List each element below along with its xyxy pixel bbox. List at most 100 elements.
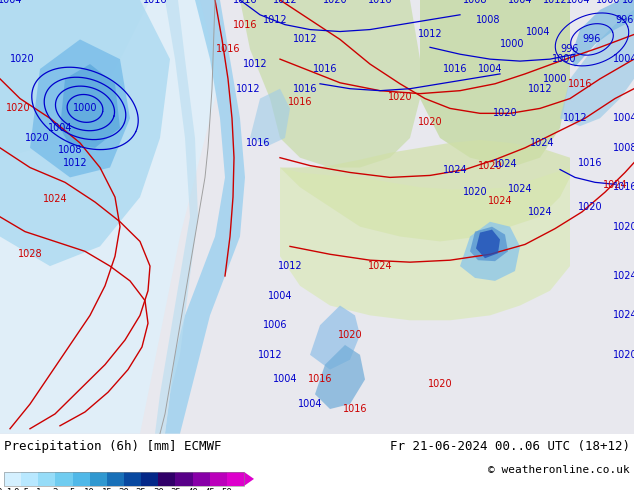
- Text: 996: 996: [583, 34, 601, 45]
- Text: 1024: 1024: [612, 271, 634, 281]
- Text: 1016: 1016: [288, 98, 313, 107]
- Text: 1024: 1024: [368, 261, 392, 271]
- Text: 1: 1: [36, 488, 41, 490]
- Text: 1004: 1004: [526, 26, 550, 37]
- Polygon shape: [460, 222, 520, 281]
- Text: 1028: 1028: [18, 249, 42, 259]
- Text: 1016: 1016: [246, 138, 270, 148]
- Text: 1012: 1012: [262, 15, 287, 24]
- Text: 1012: 1012: [63, 158, 87, 168]
- Text: 1004: 1004: [48, 123, 72, 133]
- Bar: [55, 472, 72, 486]
- Polygon shape: [420, 0, 570, 168]
- Text: 1016: 1016: [443, 64, 467, 74]
- Text: 1016: 1016: [578, 158, 602, 168]
- Polygon shape: [470, 227, 508, 261]
- Polygon shape: [244, 472, 254, 486]
- Text: 1020: 1020: [578, 202, 602, 212]
- Text: 1024: 1024: [529, 138, 554, 148]
- Text: 0.5: 0.5: [13, 488, 29, 490]
- Text: 40: 40: [187, 488, 198, 490]
- Polygon shape: [280, 140, 570, 242]
- Text: 1012: 1012: [273, 0, 297, 5]
- Text: 1016: 1016: [307, 374, 332, 385]
- Polygon shape: [250, 89, 290, 146]
- Bar: [90, 472, 107, 486]
- Text: © weatheronline.co.uk: © weatheronline.co.uk: [488, 465, 630, 475]
- Text: 10: 10: [84, 488, 95, 490]
- Polygon shape: [310, 306, 360, 369]
- Text: 1004: 1004: [508, 0, 533, 5]
- Text: 996: 996: [616, 15, 634, 24]
- Bar: [227, 472, 244, 486]
- Bar: [124, 472, 141, 486]
- Text: 25: 25: [136, 488, 146, 490]
- Bar: [210, 472, 227, 486]
- Text: 1024: 1024: [42, 194, 67, 204]
- Text: 1000: 1000: [543, 74, 567, 84]
- Text: 1024: 1024: [493, 159, 517, 169]
- Text: 1000: 1000: [622, 0, 634, 5]
- Text: 1020: 1020: [338, 330, 362, 340]
- Text: 1000: 1000: [596, 0, 620, 5]
- Text: 1020: 1020: [477, 161, 502, 171]
- Polygon shape: [0, 0, 150, 158]
- Text: 20: 20: [119, 488, 129, 490]
- Text: 1016: 1016: [568, 79, 592, 89]
- Text: 1012: 1012: [293, 34, 317, 45]
- Text: 1000: 1000: [552, 54, 576, 64]
- Text: 1008: 1008: [476, 15, 500, 24]
- Text: 1016: 1016: [612, 182, 634, 192]
- Text: 1016: 1016: [368, 0, 392, 5]
- Text: 1012: 1012: [243, 59, 268, 69]
- Bar: [4, 472, 244, 486]
- Polygon shape: [560, 10, 634, 126]
- Text: 1008: 1008: [612, 143, 634, 153]
- Text: 1016: 1016: [313, 64, 337, 74]
- Text: 1000: 1000: [500, 39, 524, 49]
- Text: 1004: 1004: [612, 113, 634, 123]
- Text: 1016: 1016: [143, 0, 167, 5]
- Text: 1006: 1006: [262, 320, 287, 330]
- Bar: [21, 472, 38, 486]
- Text: 1004: 1004: [566, 0, 590, 5]
- Text: 1024: 1024: [612, 310, 634, 320]
- Bar: [176, 472, 193, 486]
- Text: 1004: 1004: [612, 54, 634, 64]
- Bar: [4, 472, 21, 486]
- Text: 1020: 1020: [612, 221, 634, 232]
- Bar: [107, 472, 124, 486]
- Text: 1020: 1020: [25, 133, 49, 143]
- Bar: [158, 472, 176, 486]
- Text: 2: 2: [53, 488, 58, 490]
- Polygon shape: [30, 39, 130, 177]
- Text: 1012: 1012: [236, 84, 261, 94]
- Polygon shape: [155, 0, 198, 434]
- Bar: [193, 472, 210, 486]
- Text: 1024: 1024: [488, 196, 512, 206]
- Text: 1020: 1020: [493, 108, 517, 119]
- Text: 15: 15: [101, 488, 112, 490]
- Polygon shape: [570, 0, 634, 67]
- Text: 5: 5: [70, 488, 75, 490]
- Polygon shape: [476, 230, 500, 258]
- Text: 996: 996: [561, 44, 579, 54]
- Polygon shape: [240, 0, 420, 168]
- Text: 1012: 1012: [527, 84, 552, 94]
- Text: 1012: 1012: [563, 113, 587, 123]
- Text: 1008: 1008: [463, 0, 488, 5]
- Text: 1016: 1016: [233, 0, 257, 5]
- Bar: [72, 472, 90, 486]
- Text: 0.1: 0.1: [0, 488, 12, 490]
- Bar: [141, 472, 158, 486]
- Text: Precipitation (6h) [mm] ECMWF: Precipitation (6h) [mm] ECMWF: [4, 440, 221, 453]
- Text: 1012: 1012: [543, 0, 567, 5]
- Polygon shape: [60, 64, 120, 148]
- Polygon shape: [315, 345, 365, 409]
- Text: 1016: 1016: [233, 20, 257, 29]
- Text: 1016: 1016: [216, 44, 240, 54]
- Text: 30: 30: [153, 488, 164, 490]
- Text: 1004: 1004: [478, 64, 502, 74]
- Text: 1004: 1004: [273, 374, 297, 385]
- Text: 1008: 1008: [58, 145, 82, 155]
